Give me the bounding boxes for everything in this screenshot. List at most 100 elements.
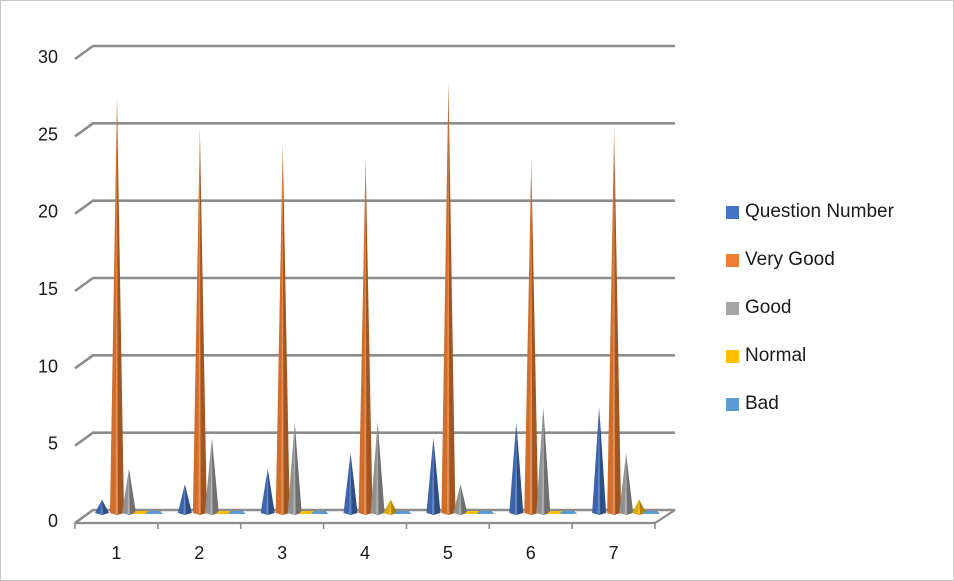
bar-good-2 xyxy=(204,437,219,515)
x-axis: 1 2 3 4 5 6 7 xyxy=(74,523,656,563)
bar-face-right xyxy=(267,468,275,515)
legend-label: Normal xyxy=(745,345,807,366)
bar-bad-7 xyxy=(642,511,661,514)
bar-face-right xyxy=(460,484,468,515)
bar-face-right xyxy=(377,422,385,515)
bar-face-right xyxy=(282,143,290,516)
bar-highlight xyxy=(115,97,118,515)
gridline xyxy=(74,199,675,215)
legend-item-bad: Bad xyxy=(726,380,894,428)
bar-highlight xyxy=(349,453,352,514)
legend: Question Number Very Good Good Normal Bad xyxy=(726,188,894,428)
bar-face-left xyxy=(204,437,212,515)
bar-face-left xyxy=(607,128,615,516)
gridline xyxy=(74,354,675,370)
bar-normal-7 xyxy=(632,499,647,515)
gridline xyxy=(74,431,675,447)
bar-question-number-5 xyxy=(426,437,441,515)
legend-label: Good xyxy=(745,297,792,318)
bar-flat xyxy=(476,511,495,514)
bar-face-right xyxy=(516,422,524,515)
gridline xyxy=(74,122,675,138)
bar-face-right xyxy=(639,499,647,515)
bar-highlight xyxy=(100,499,103,514)
bar-face-right xyxy=(433,437,441,515)
bar-face-right xyxy=(531,159,539,515)
legend-label: Question Number xyxy=(745,201,894,222)
bar-highlight xyxy=(529,159,533,514)
bar-very-good-2 xyxy=(192,128,207,516)
bar-question-number-7 xyxy=(592,406,607,515)
bar-very-good-1 xyxy=(110,97,124,516)
bar-face-left xyxy=(509,422,517,515)
bar-face-left xyxy=(177,484,185,515)
bar-face-left xyxy=(95,499,102,515)
y-tick-label: 25 xyxy=(38,124,58,144)
legend-item-good: Good xyxy=(726,284,894,332)
bar-flat xyxy=(559,511,578,514)
y-tick-label: 20 xyxy=(38,202,58,222)
bar-bad-2 xyxy=(227,511,246,514)
bar-very-good-6 xyxy=(524,159,539,515)
bar-highlight xyxy=(127,468,130,514)
bar-flat xyxy=(310,511,329,514)
bar-question-number-2 xyxy=(177,484,192,515)
bar-highlight xyxy=(266,468,269,514)
bar-face-right xyxy=(129,468,136,515)
bar-highlight xyxy=(183,484,186,514)
legend-item-normal: Normal xyxy=(726,332,894,380)
gridline xyxy=(74,276,675,293)
bar-highlight xyxy=(389,499,392,514)
x-tick-label: 2 xyxy=(194,543,204,563)
y-tick-label: 15 xyxy=(38,279,58,299)
bar-face-left xyxy=(441,81,449,515)
x-tick-label: 7 xyxy=(609,543,619,563)
y-axis: 0 5 10 15 20 25 30 xyxy=(38,47,58,531)
bar-face-left xyxy=(383,499,391,515)
bar-very-good-3 xyxy=(275,143,290,516)
bar-good-3 xyxy=(287,422,302,515)
bar-face-right xyxy=(390,499,398,515)
x-tick-label: 6 xyxy=(526,543,536,563)
bar-face-left xyxy=(453,484,461,515)
bar-face-left xyxy=(524,159,532,515)
x-tick-label: 4 xyxy=(360,543,370,563)
bar-face-left xyxy=(619,453,627,515)
bar-highlight xyxy=(293,422,296,514)
bar-bad-6 xyxy=(559,511,578,514)
x-tick-label: 1 xyxy=(111,543,121,563)
bar-face-left xyxy=(632,499,640,515)
bar-bad-5 xyxy=(476,511,495,514)
gridline xyxy=(74,44,675,61)
bar-highlight xyxy=(431,437,435,514)
bar-face-left xyxy=(287,422,295,515)
bar-face-right xyxy=(350,453,358,515)
bar-face-right xyxy=(102,499,109,515)
bar-face-left xyxy=(110,97,117,516)
bar-face-right xyxy=(599,406,607,515)
bar-very-good-7 xyxy=(607,128,622,516)
bar-normal-4 xyxy=(383,499,398,515)
bar-bad-1 xyxy=(145,511,163,514)
bar-question-number-6 xyxy=(509,422,524,515)
plot-marks xyxy=(95,81,661,516)
y-tick-label: 10 xyxy=(38,356,58,376)
bar-highlight xyxy=(541,406,545,514)
bar-face-left xyxy=(343,453,351,515)
bar-question-number-1 xyxy=(95,499,109,515)
x-tick-label: 3 xyxy=(277,543,287,563)
bar-face-left xyxy=(122,468,129,515)
x-tick-label: 5 xyxy=(443,543,453,563)
bar-good-1 xyxy=(122,468,136,515)
bar-flat xyxy=(227,511,246,514)
bar-face-left xyxy=(592,406,600,515)
bar-good-5 xyxy=(453,484,468,515)
legend-swatch xyxy=(726,397,739,411)
bar-highlight xyxy=(612,128,616,515)
bar-good-4 xyxy=(370,422,385,515)
bar-highlight xyxy=(198,128,201,515)
legend-label: Very Good xyxy=(745,249,835,270)
bar-face-right xyxy=(211,437,219,515)
bar-face-right xyxy=(184,484,192,515)
